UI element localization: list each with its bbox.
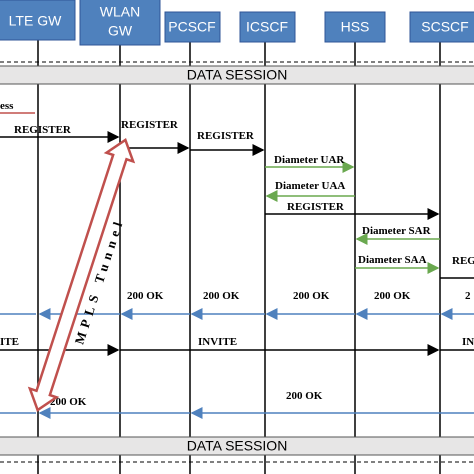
message-arrows xyxy=(0,112,474,419)
message-label: INV xyxy=(462,336,474,348)
message-label: INVITE xyxy=(198,336,237,348)
header: LTE GW xyxy=(9,13,62,29)
header-boxes xyxy=(0,0,474,46)
header: PCSCF xyxy=(168,19,215,35)
session-bar xyxy=(0,436,474,456)
message-label: REGISTER xyxy=(287,201,345,213)
message-label: ITE xyxy=(0,336,19,348)
message-label: Diameter SAA xyxy=(358,254,427,266)
header: ICSCF xyxy=(246,19,288,35)
message-label: 200 OK xyxy=(374,290,411,302)
separators xyxy=(0,61,474,463)
message-label: 200 OK xyxy=(293,290,330,302)
message-label: Diameter UAR xyxy=(274,154,345,166)
header: GW xyxy=(108,23,133,39)
header: SCSCF xyxy=(421,19,468,35)
message-label: 200 OK xyxy=(50,396,87,408)
message-label: Diameter SAR xyxy=(362,225,432,237)
message-label: ess xyxy=(0,100,14,112)
header: WLAN xyxy=(100,4,140,20)
message-label: 200 OK xyxy=(203,290,240,302)
message-label: Diameter UAA xyxy=(275,180,345,192)
header: HSS xyxy=(341,19,370,35)
message-label: 200 OK xyxy=(286,390,323,402)
message-label: REGISTER xyxy=(14,124,72,136)
message-label: REGISTER xyxy=(197,130,255,142)
message-label: REG xyxy=(452,255,474,267)
message-label: 2 xyxy=(465,290,471,302)
session-bar xyxy=(0,65,474,85)
mpls-tunnel: MPLS Tunnel xyxy=(27,138,136,412)
session-label: DATA SESSION xyxy=(187,67,288,83)
session-label: DATA SESSION xyxy=(187,438,288,454)
message-label: 200 OK xyxy=(127,290,164,302)
message-label: REGISTER xyxy=(121,119,179,131)
